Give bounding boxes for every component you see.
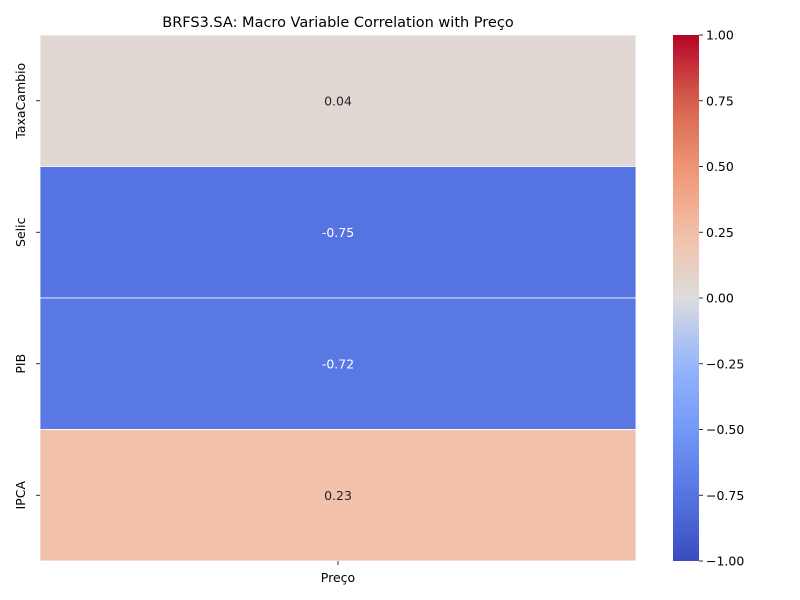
column-label: Preço — [321, 570, 355, 585]
row-label: PIB — [13, 354, 28, 374]
cell-annotation: -0.75 — [322, 225, 354, 240]
column-tick-labels: Preço — [321, 561, 355, 585]
colorbar-tick-label: 0.75 — [706, 93, 734, 108]
chart-title: BRFS3.SA: Macro Variable Correlation wit… — [162, 15, 514, 31]
heatmap-cell — [39, 166, 637, 299]
cell-annotations: 0.04 -0.75 -0.72 0.23 — [322, 93, 354, 503]
colorbar-tick-label: −1.00 — [706, 554, 744, 569]
row-tick-labels: TaxaCambio Selic PIB IPCA — [13, 63, 40, 510]
colorbar-tick-label: −0.75 — [706, 488, 744, 503]
heatmap-cell — [39, 429, 637, 562]
colorbar: 1.00 0.75 0.50 0.25 0.00 −0.25 −0.50 −0.75 −1.00 — [673, 28, 744, 569]
cell-annotation: -0.72 — [322, 356, 354, 371]
row-label: TaxaCambio — [13, 63, 28, 140]
cell-annotation: 0.04 — [324, 93, 352, 108]
colorbar-tick-label: −0.25 — [706, 356, 744, 371]
row-label: Selic — [13, 217, 28, 247]
colorbar-gradient — [673, 35, 699, 561]
heatmap-cell — [39, 297, 637, 430]
heatmap-cell — [39, 34, 637, 167]
colorbar-tick-label: −0.50 — [706, 422, 744, 437]
colorbar-tick-label: 0.00 — [706, 291, 734, 306]
colorbar-tick-label: 1.00 — [706, 28, 734, 43]
heatmap-cells — [39, 34, 637, 562]
cell-annotation: 0.23 — [324, 488, 352, 503]
colorbar-tick-label: 0.25 — [706, 225, 734, 240]
row-label: IPCA — [13, 481, 28, 510]
colorbar-tick-label: 0.50 — [706, 159, 734, 174]
